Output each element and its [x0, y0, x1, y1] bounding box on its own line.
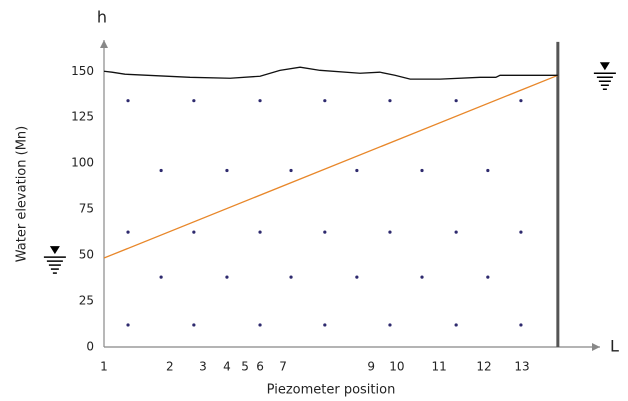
marker-part: [599, 62, 610, 71]
water-level-marker: [593, 62, 616, 91]
y-tick-label: 25: [79, 294, 94, 308]
x-tick-label: 6: [256, 360, 264, 374]
x-tick-label: 13: [514, 360, 529, 374]
piezometer: [454, 323, 458, 327]
piezometer: [388, 230, 392, 234]
x-axis-title: Piezometer position: [267, 383, 396, 398]
marker-part: [49, 246, 60, 255]
x-tick-label: 1: [100, 360, 108, 374]
y-tick-label: 150: [71, 64, 94, 78]
piezometer: [388, 323, 392, 327]
x-tick-label: 12: [476, 360, 491, 374]
x-tick-label: 9: [367, 360, 375, 374]
piezometer: [519, 230, 523, 234]
piezometer: [258, 323, 262, 327]
x-tick-label: 2: [166, 360, 174, 374]
piezometer: [225, 275, 229, 279]
y-axis-symbol: h: [97, 8, 107, 27]
piezometer: [355, 275, 359, 279]
piezometer: [454, 99, 458, 103]
piezometer: [420, 275, 424, 279]
x-tick-label: 11: [431, 360, 446, 374]
y-tick-label: 75: [79, 202, 94, 216]
water-level-marker: [43, 246, 66, 274]
x-tick-label: 4: [223, 360, 231, 374]
piezometer: [519, 323, 523, 327]
piezometer: [258, 99, 262, 103]
piezometer: [388, 99, 392, 103]
y-tick-label: 100: [71, 156, 94, 170]
y-tick-label: 50: [79, 248, 94, 262]
y-tick-label: 0: [86, 340, 94, 354]
piezometer: [289, 168, 293, 173]
piezometer: [159, 275, 163, 279]
y-axis-title: Water elevation (Mn): [15, 126, 30, 262]
piezometer: [126, 99, 130, 103]
piezometer: [323, 99, 327, 103]
piezometer: [323, 230, 327, 234]
x-tick-label: 7: [279, 360, 287, 374]
x-tick-label: 3: [199, 360, 207, 374]
piezometer: [159, 168, 163, 173]
piezometer: [486, 275, 490, 279]
piezometer: [225, 168, 229, 173]
piezometer: [323, 323, 327, 327]
x-tick-label: 10: [389, 360, 404, 374]
line: [103, 74, 559, 259]
piezometer: [454, 230, 458, 234]
y-tick-label: 125: [71, 110, 94, 124]
piezometer: [192, 99, 196, 103]
piezometer: [355, 168, 359, 173]
piezometer: [289, 275, 293, 279]
piezometer: [486, 168, 490, 173]
piezometer: [126, 323, 130, 327]
piezometer: [519, 99, 523, 103]
y-axis-arrow: [100, 40, 108, 48]
x-tick-label: 5: [241, 360, 249, 374]
x-axis-symbol: L: [610, 337, 619, 356]
piezometer: [126, 230, 130, 234]
line: [103, 66, 558, 80]
piezometer: [192, 230, 196, 234]
piezometer: [192, 323, 196, 327]
x-axis-arrow: [592, 343, 600, 351]
piezometer: [420, 168, 424, 173]
piezometer: [258, 230, 262, 234]
